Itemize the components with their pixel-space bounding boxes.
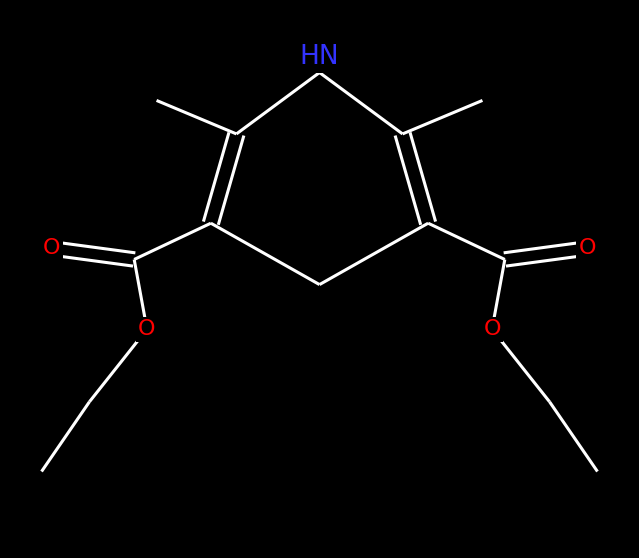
Text: O: O — [483, 319, 501, 339]
Text: O: O — [42, 238, 60, 258]
Text: O: O — [579, 238, 597, 258]
Text: HN: HN — [300, 44, 339, 70]
Text: O: O — [138, 319, 156, 339]
